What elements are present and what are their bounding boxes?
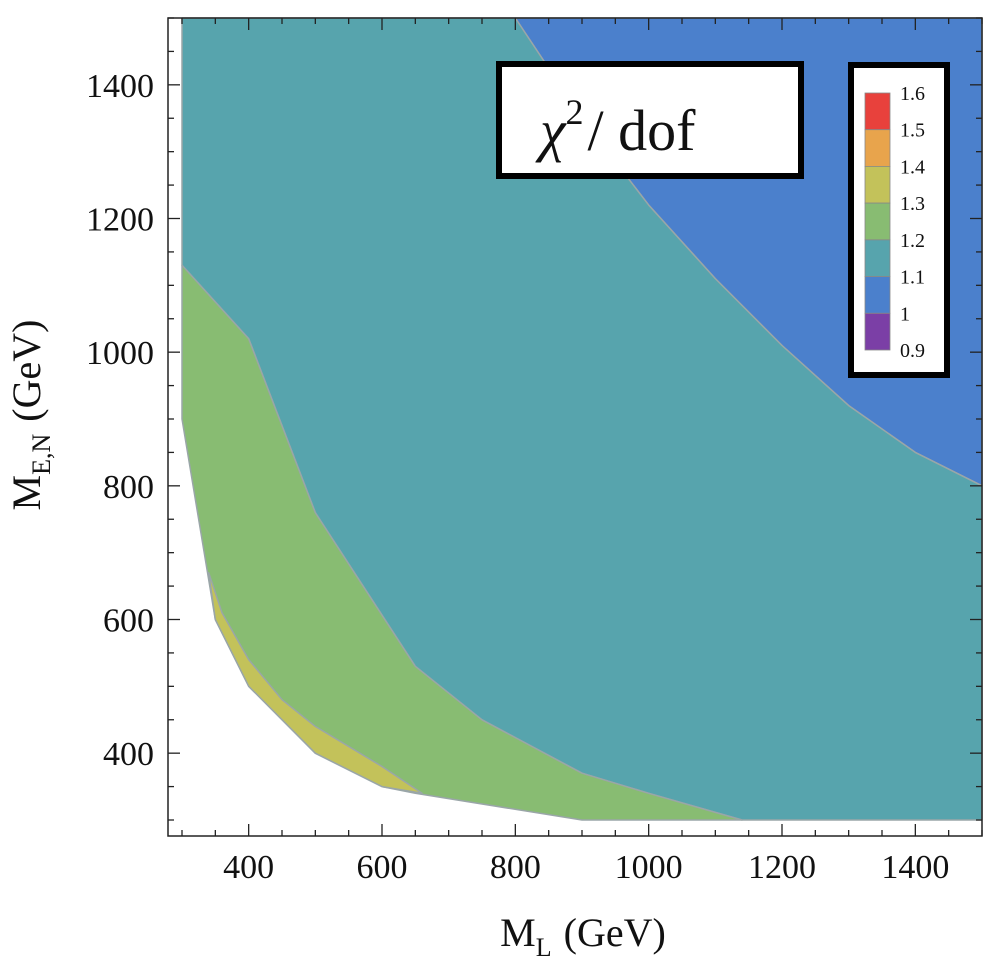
- legend-swatch: [864, 276, 891, 314]
- x-tick-label: 600: [357, 849, 408, 886]
- legend-level-label: 1.3: [900, 193, 925, 215]
- title-box: χ2/ dof: [496, 61, 804, 179]
- legend-swatch: [864, 202, 891, 241]
- x-axis-label: ML (GeV): [500, 910, 666, 956]
- legend-level-label: 1.5: [900, 120, 925, 142]
- legend-level-label: 1.6: [900, 83, 925, 105]
- legend-swatch: [864, 92, 891, 131]
- y-tick-label: 600: [103, 603, 154, 640]
- y-tick-label: 1200: [86, 202, 154, 239]
- legend-swatch: [864, 312, 891, 351]
- contour-region-1.3-1.4: [207, 571, 423, 795]
- legend: 1.6 1.5 1.4 1.3 1.2 1.1 1 0.9: [848, 62, 950, 378]
- legend-swatches: [864, 92, 891, 351]
- legend-level-label: 1: [900, 303, 910, 325]
- x-tick-label: 1000: [615, 849, 683, 886]
- x-tick-label: 800: [490, 849, 541, 886]
- y-tick-label: 800: [103, 469, 154, 506]
- y-tick-label: 1000: [86, 335, 154, 372]
- legend-swatch: [864, 129, 891, 167]
- y-tick-label: 400: [103, 736, 154, 773]
- chart-title: χ2/ dof: [535, 92, 696, 163]
- y-axis-label: ME,N(GeV): [4, 320, 56, 511]
- legend-labels: 1.6 1.5 1.4 1.3 1.2 1.1 1 0.9: [900, 83, 925, 362]
- y-tick-label: 1400: [86, 68, 154, 105]
- legend-swatch: [864, 239, 891, 277]
- x-tick-label: 1200: [748, 849, 816, 886]
- legend-level-label: 1.2: [900, 230, 925, 252]
- x-tick-label: 1400: [881, 849, 949, 886]
- plot-frame: [167, 17, 983, 837]
- legend-level-label: 1.4: [900, 156, 925, 178]
- legend-level-label: 1.1: [900, 267, 925, 289]
- x-tick-label: 400: [223, 849, 274, 886]
- legend-swatch: [864, 165, 891, 204]
- legend-level-label: 0.9: [900, 340, 925, 362]
- axis-ticks: 400 600 800 1000 1200 1400 400 600 800 1000 1200 14…: [86, 17, 983, 886]
